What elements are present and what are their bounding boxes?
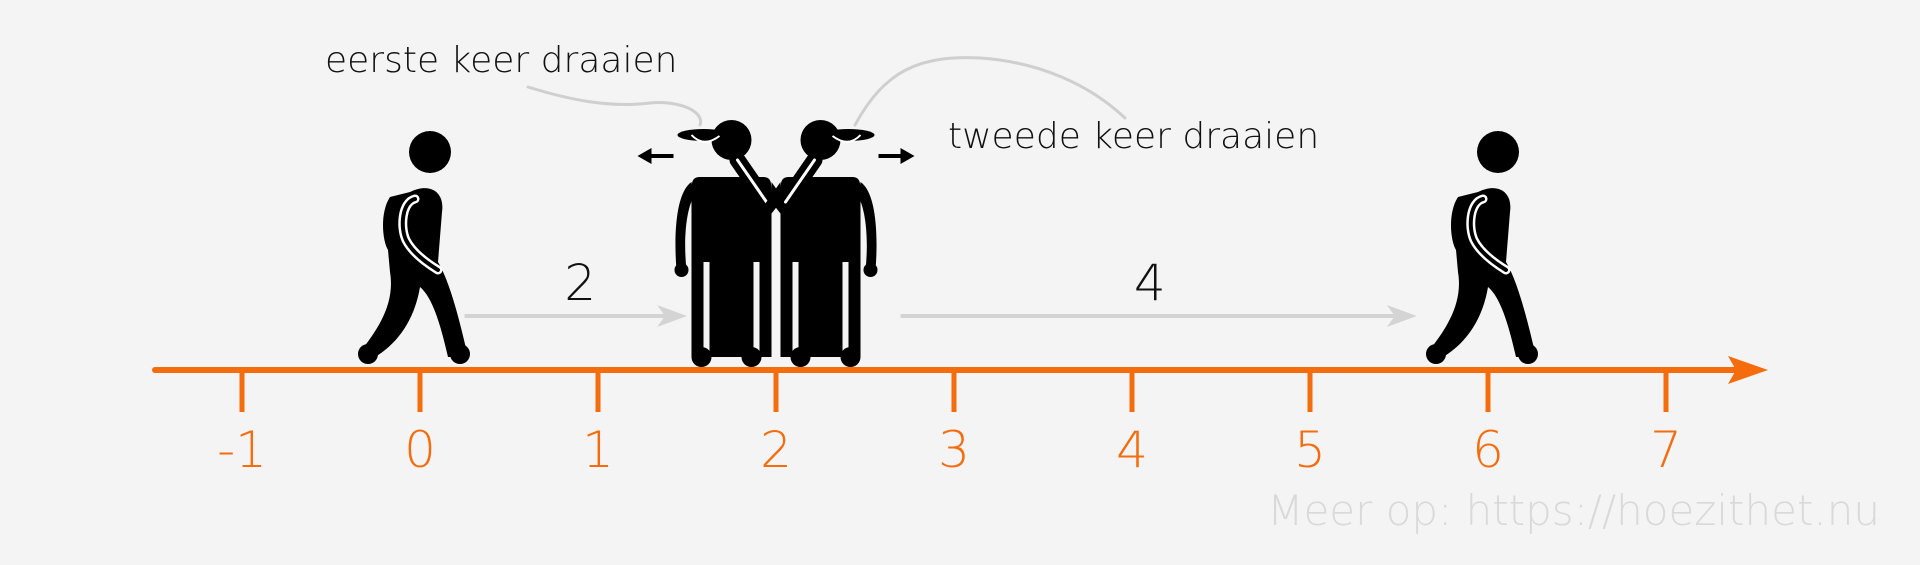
tick-label: 0	[404, 421, 436, 479]
tick-label: 4	[1116, 421, 1148, 479]
step-arrowhead	[1386, 305, 1417, 327]
tick-label: 5	[1294, 421, 1326, 479]
step-arrowhead	[657, 305, 687, 327]
step-label: 4	[1134, 254, 1166, 312]
walking-person-icon	[1426, 131, 1538, 364]
first-turn-leader	[526, 85, 703, 127]
tick-label: 2	[760, 421, 792, 479]
axis-arrowhead	[1728, 356, 1768, 384]
step-label: 2	[564, 254, 596, 312]
first-turn-annotation: eerste keer draaien	[325, 40, 677, 81]
watermark-text: Meer op: https://hoezithet.nu	[1267, 486, 1880, 535]
turning-person-icon	[637, 120, 807, 367]
tick-label: -1	[217, 421, 267, 479]
tick-label: 3	[938, 421, 970, 479]
tick-label: 6	[1472, 421, 1504, 479]
number-line: -1 0 1 2 3 4 5 6 7	[152, 356, 1768, 479]
tick-label: 1	[582, 421, 614, 479]
second-turn-leader	[853, 56, 1127, 127]
turning-person-icon	[746, 120, 915, 367]
figures	[358, 120, 1538, 367]
walking-person-icon	[358, 131, 470, 364]
tick-label: 7	[1650, 421, 1682, 479]
second-turn-annotation: tweede keer draaien	[948, 116, 1319, 157]
